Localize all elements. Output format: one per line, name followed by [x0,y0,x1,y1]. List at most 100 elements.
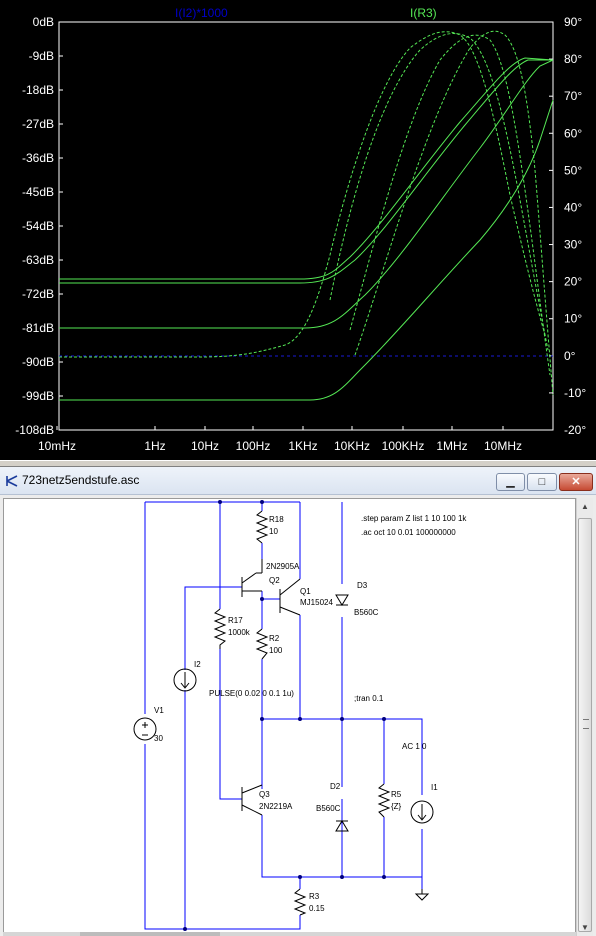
close-icon: ✕ [571,476,581,488]
r3-value: 0.15 [309,904,325,913]
scroll-down-arrow-icon[interactable]: ▼ [581,923,589,932]
diode-d3[interactable] [335,594,349,606]
current-source-i1[interactable] [410,800,434,824]
maximize-button[interactable]: □ [527,473,557,491]
trace-i-r3-phase-1 [59,31,546,358]
y-right-tick-label: 0° [564,349,576,363]
r17-value: 1000k [228,628,251,637]
directive-step[interactable]: .step param Z list 1 10 100 1k [361,514,467,523]
grip-icon [583,719,589,729]
bode-plot: I(I2)*1000 I(R3) 0dB -9dB -18dB -27dB -36dB -… [15,6,586,453]
scroll-up-arrow-icon[interactable]: ▲ [581,502,589,511]
pane-splitter[interactable] [0,460,596,467]
q3-name: Q3 [259,790,270,799]
x-tick-label: 10mHz [38,439,76,453]
d3-name: D3 [357,581,368,590]
y-right-tick-label: 10° [564,312,582,326]
trace-i-r3-phase-4 [354,30,554,396]
y-left-tick-label: -108dB [15,423,54,437]
x-tick-label: 10Hz [191,439,219,453]
junction-dots [183,500,386,931]
transistor-q2[interactable] [241,559,263,597]
trace-i-r3-mag-2 [59,59,553,284]
plot-frame [58,21,554,431]
transistor-q3[interactable] [241,784,263,816]
y-axis-right: 90° 80° 70° 60° 50° 40° 30° 20° 10° 0° -10° -20° [549,15,586,437]
close-button[interactable]: ✕ [559,473,593,491]
resistor-r3[interactable] [293,888,307,916]
resistor-r18[interactable] [255,510,269,544]
y-left-tick-label: -27dB [22,117,54,131]
i2-name: I2 [194,660,201,669]
r3-name: R3 [309,892,320,901]
horizontal-scrollbar[interactable] [3,932,576,936]
y-left-tick-label: -45dB [22,185,54,199]
trace-i-r3-mag-3 [59,59,554,329]
y-right-tick-label: 70° [564,89,582,103]
q1-model: MJ15024 [300,598,333,607]
minimize-button[interactable]: ▁ [496,473,525,491]
y-left-tick-label: -18dB [22,83,54,97]
plot-traces [59,30,554,401]
r18-value: 10 [269,527,278,536]
x-tick-label: 1KHz [288,439,317,453]
scrollbar-thumb[interactable] [578,518,592,932]
components [133,510,434,916]
directive-tran-comment[interactable]: ;tran 0.1 [354,694,384,703]
schematic-window: 723netz5endstufe.asc ▁ □ ✕ [0,467,596,936]
voltage-source-v1[interactable] [133,717,157,741]
window-titlebar[interactable]: 723netz5endstufe.asc ▁ □ ✕ [0,467,596,495]
d2-name: D2 [330,782,341,791]
r18-name: R18 [269,515,284,524]
y-left-tick-label: -36dB [22,151,54,165]
trace-i-r3-phase-3 [349,34,551,376]
x-tick-label: 100KHz [382,439,425,453]
i1-name: I1 [431,783,438,792]
r2-name: R2 [269,634,280,643]
y-left-tick-label: -54dB [22,219,54,233]
r5-name: R5 [391,790,402,799]
diode-d2[interactable] [335,820,349,832]
y-left-tick-label: 0dB [33,15,54,29]
y-right-tick-label: 20° [564,275,582,289]
resistor-r5[interactable] [377,783,391,818]
vertical-scrollbar[interactable]: ▲ ▼ [576,498,593,936]
ground-symbol [414,889,430,901]
y-right-tick-label: -10° [564,386,586,400]
i2-value: PULSE(0 0.02 0 0.1 1u) [209,689,294,698]
y-left-tick-label: -72dB [22,287,54,301]
trace-label-i-i2[interactable]: I(I2)*1000 [175,6,228,20]
trace-i-r3-mag-1 [59,57,554,280]
resistor-r2[interactable] [255,628,269,660]
y-right-tick-label: 40° [564,200,582,214]
transistor-q1[interactable] [279,578,301,616]
d2-model: B560C [316,804,341,813]
x-tick-label: 100Hz [236,439,271,453]
v1-value: 30 [154,734,163,743]
i1-value: AC 1 0 [402,742,427,751]
y-left-tick-label: -63dB [22,253,54,267]
trace-label-i-r3[interactable]: I(R3) [410,6,437,20]
hscrollbar-thumb[interactable] [80,932,220,936]
x-tick-label: 10MHz [484,439,522,453]
current-source-i2[interactable] [173,668,197,692]
y-right-tick-label: -20° [564,423,586,437]
y-right-tick-label: 80° [564,52,582,66]
trace-i-r3-phase-2 [329,33,549,351]
resistor-r17[interactable] [213,608,227,649]
x-axis: 10mHz 1Hz 10Hz 100Hz 1KHz 10KHz 100KHz 1MHz 10MH… [38,426,522,453]
y-left-tick-label: -9dB [29,49,54,63]
q2-name: Q2 [269,576,280,585]
trace-i-r3-mag-4 [59,99,554,401]
waveform-plot-pane[interactable]: I(I2)*1000 I(R3) 0dB -9dB -18dB -27dB -36dB -… [0,0,596,460]
y-left-tick-label: -90dB [22,355,54,369]
x-tick-label: 10KHz [334,439,370,453]
schematic-canvas[interactable]: R18 10 2N2905A Q2 Q1 MJ15024 D3 B560C R1… [3,498,576,936]
ltspice-app-icon [6,475,18,487]
v1-name: V1 [154,706,164,715]
q1-name: Q1 [300,587,311,596]
r17-name: R17 [228,616,243,625]
y-axis-left: 0dB -9dB -18dB -27dB -36dB -45dB -54dB -63dB -72… [15,15,63,437]
directive-ac[interactable]: .ac oct 10 0.01 100000000 [361,528,456,537]
y-left-tick-label: -99dB [22,389,54,403]
